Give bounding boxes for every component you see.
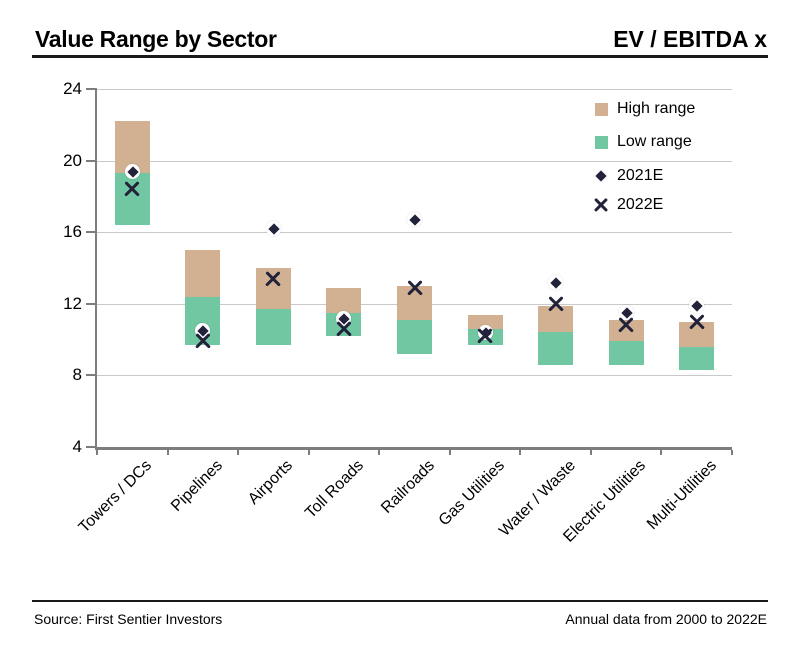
marker-2022e-x xyxy=(689,314,705,330)
x-tick xyxy=(378,450,380,455)
marker-2022e-x xyxy=(407,280,423,296)
high-range-bar-segment xyxy=(326,288,361,313)
marker-2021e-diamond xyxy=(125,164,140,179)
x-category-label: Airports xyxy=(245,457,297,509)
x-tick xyxy=(731,450,733,455)
marker-2022e-x xyxy=(124,181,140,197)
y-tick-label: 24 xyxy=(63,79,82,98)
x-category-label: Railroads xyxy=(377,457,438,517)
marker-2022e-x xyxy=(195,333,211,349)
x-tick xyxy=(449,450,451,455)
legend-label-high-range: High range xyxy=(617,100,696,117)
x-tick xyxy=(660,450,662,455)
low-range-swatch xyxy=(594,135,608,149)
y-tick-label: 20 xyxy=(63,151,82,170)
legend-item-high-range: High range xyxy=(592,99,695,119)
marker-2022e-x xyxy=(618,317,634,333)
marker-2021e-diamond xyxy=(689,298,704,313)
chart-title: Value Range by Sector xyxy=(35,26,277,52)
low-range-swatch-icon xyxy=(592,135,610,149)
low-range-bar-segment xyxy=(397,320,432,354)
y-tick xyxy=(86,303,95,305)
gridline xyxy=(97,89,732,90)
high-range-bar-segment xyxy=(185,250,220,297)
y-tick xyxy=(86,231,95,233)
x-tick xyxy=(96,450,98,455)
x-tick xyxy=(167,450,169,455)
legend-label-low-range: Low range xyxy=(617,133,692,150)
x-category-label: Water / Waste xyxy=(495,457,579,540)
y-axis xyxy=(95,88,97,448)
legend-item-2022e: 2022E xyxy=(592,195,663,215)
gridline xyxy=(97,161,732,162)
y-tick-label: 16 xyxy=(63,222,82,241)
title-underline xyxy=(32,55,768,58)
chart-area: 4 8 12 16 20 24 Towers / DCs Pipelines Airports T… xyxy=(0,0,800,600)
marker-2022e-x xyxy=(548,296,564,312)
legend-label-2022e: 2022E xyxy=(617,196,664,213)
low-range-bar-segment xyxy=(538,332,573,365)
legend-label-2021e: 2021E xyxy=(617,167,664,184)
marker-2021e-diamond xyxy=(266,221,281,236)
marker-2022e-x xyxy=(265,271,281,287)
data-range-note: Annual data from 2000 to 2022E xyxy=(565,611,767,627)
high-range-swatch xyxy=(594,102,608,116)
y-tick-label: 4 xyxy=(72,437,82,456)
x-axis xyxy=(95,447,732,450)
x-category-label: Toll Roads xyxy=(302,457,367,522)
y-tick xyxy=(86,160,95,162)
x-tick xyxy=(590,450,592,455)
legend-item-2021e: 2021E xyxy=(592,166,663,186)
high-range-swatch-icon xyxy=(592,102,610,116)
marker-2021e-diamond xyxy=(407,212,422,227)
y-tick xyxy=(86,88,95,90)
y-tick xyxy=(86,374,95,376)
low-range-bar-segment xyxy=(256,309,291,345)
x-category-label: Towers / DCs xyxy=(76,457,156,537)
diamond-icon xyxy=(595,170,607,182)
y-tick-label: 12 xyxy=(63,294,82,313)
marker-2022e-x xyxy=(336,321,352,337)
footer-divider xyxy=(32,600,768,602)
y-tick xyxy=(86,446,95,448)
unit-label: EV / EBITDA x xyxy=(613,26,767,52)
x-category-label: Electric Utilities xyxy=(560,457,650,546)
gridline xyxy=(97,232,732,233)
x-tick xyxy=(519,450,521,455)
x-category-label: Pipelines xyxy=(167,457,226,515)
legend: High range Low range 2021E 2022E xyxy=(592,99,768,224)
x-category-label: Gas Utilities xyxy=(435,457,509,530)
x-category-label: Multi-Utilities xyxy=(643,457,720,534)
gridline xyxy=(97,375,732,376)
x-tick xyxy=(237,450,239,455)
x-tick xyxy=(308,450,310,455)
low-range-bar-segment xyxy=(679,347,714,370)
low-range-bar-segment xyxy=(609,341,644,365)
marker-2021e-diamond xyxy=(548,275,563,290)
source-note: Source: First Sentier Investors xyxy=(34,611,223,627)
diamond-marker-icon xyxy=(592,170,610,182)
y-tick-label: 8 xyxy=(72,365,82,384)
high-range-bar-segment xyxy=(468,315,503,329)
x-icon xyxy=(594,198,609,213)
marker-2022e-x xyxy=(477,328,493,344)
x-marker-icon xyxy=(592,198,610,213)
legend-item-low-range: Low range xyxy=(592,132,692,152)
